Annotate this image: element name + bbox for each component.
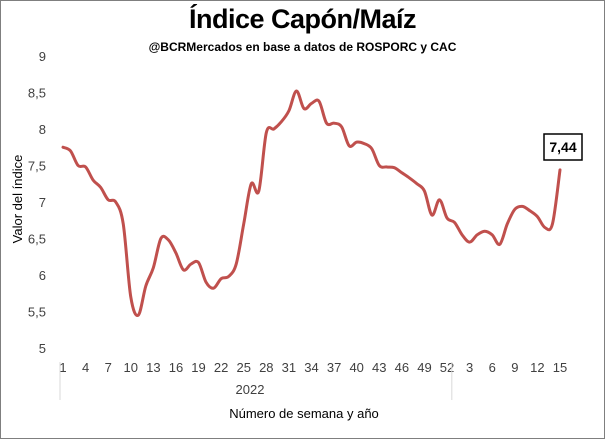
x-tick-label: 40 [349,360,363,375]
x-tick-label: 34 [304,360,318,375]
chart-subtitle: @BCRMercados en base a datos de ROSPORC … [148,40,457,54]
series-line [61,89,562,318]
x-tick-label: 22 [214,360,228,375]
x-tick-label: 52 [440,360,454,375]
x-tick-label: 37 [327,360,341,375]
y-tick-label: 8 [39,122,46,137]
y-tick-label: 7 [39,195,46,210]
x-tick-label: 12 [530,360,544,375]
x-tick-label: 3 [466,360,473,375]
x-axis: 1 4 7 10 13 16 19 22 25 28 31 34 37 40 43 46 49 52 3 6 9 12 15… [59,360,567,400]
x-tick-label: 49 [417,360,431,375]
y-axis-title: Valor del índice [10,155,25,244]
callout-label: 7,44 [549,139,576,155]
x-tick-label: 7 [105,360,112,375]
x-tick-label: 16 [169,360,183,375]
year-label: 2022 [236,382,265,397]
x-tick-label: 10 [124,360,138,375]
x-axis-title: Número de semana y año [229,406,379,421]
x-tick-label: 31 [282,360,296,375]
x-tick-label: 25 [236,360,250,375]
y-tick-label: 6 [39,268,46,283]
x-tick-label: 15 [553,360,567,375]
y-tick-label: 9 [39,49,46,64]
y-tick-label: 6,5 [28,232,46,247]
x-tick-label: 19 [191,360,205,375]
x-tick-label: 13 [146,360,160,375]
y-axis-ticks: 5 5,5 6 6,5 7 7,5 8 8,5 9 [28,49,46,356]
x-tick-label: 1 [59,360,66,375]
series-layer [61,89,562,318]
x-tick-label: 28 [259,360,273,375]
chart-title: Índice Capón/Maíz [188,4,417,34]
x-tick-label: 6 [489,360,496,375]
callout-box [543,133,583,161]
y-tick-label: 5,5 [28,305,46,320]
value-callout: 7,44 [543,133,583,161]
y-tick-label: 5 [39,341,46,356]
x-tick-label: 43 [372,360,386,375]
y-tick-label: 8,5 [28,86,46,101]
x-tick-label: 9 [511,360,518,375]
x-tick-label: 4 [82,360,89,375]
x-tick-label: 46 [395,360,409,375]
y-tick-label: 7,5 [28,159,46,174]
